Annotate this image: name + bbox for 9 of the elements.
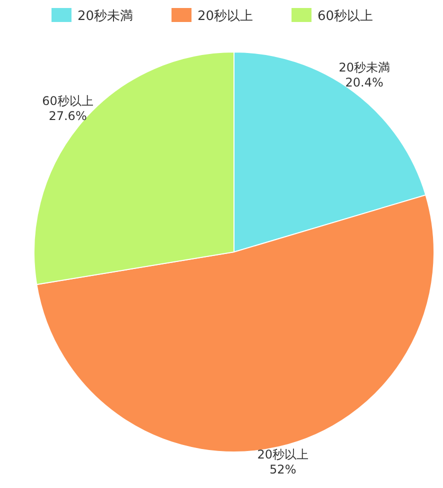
data-label: 20.4% xyxy=(345,75,384,90)
slice-label: 60秒以上 xyxy=(42,94,94,108)
legend-label: 20秒以上 xyxy=(198,9,254,24)
legend-label: 20秒未満 xyxy=(78,9,134,24)
slice-label: 20秒以上 xyxy=(257,447,309,462)
data-label: 27.6% xyxy=(48,108,87,123)
data-label: 52% xyxy=(270,462,296,476)
legend-label: 60秒以上 xyxy=(318,9,374,24)
slice-label: 20秒未満 xyxy=(338,60,390,74)
